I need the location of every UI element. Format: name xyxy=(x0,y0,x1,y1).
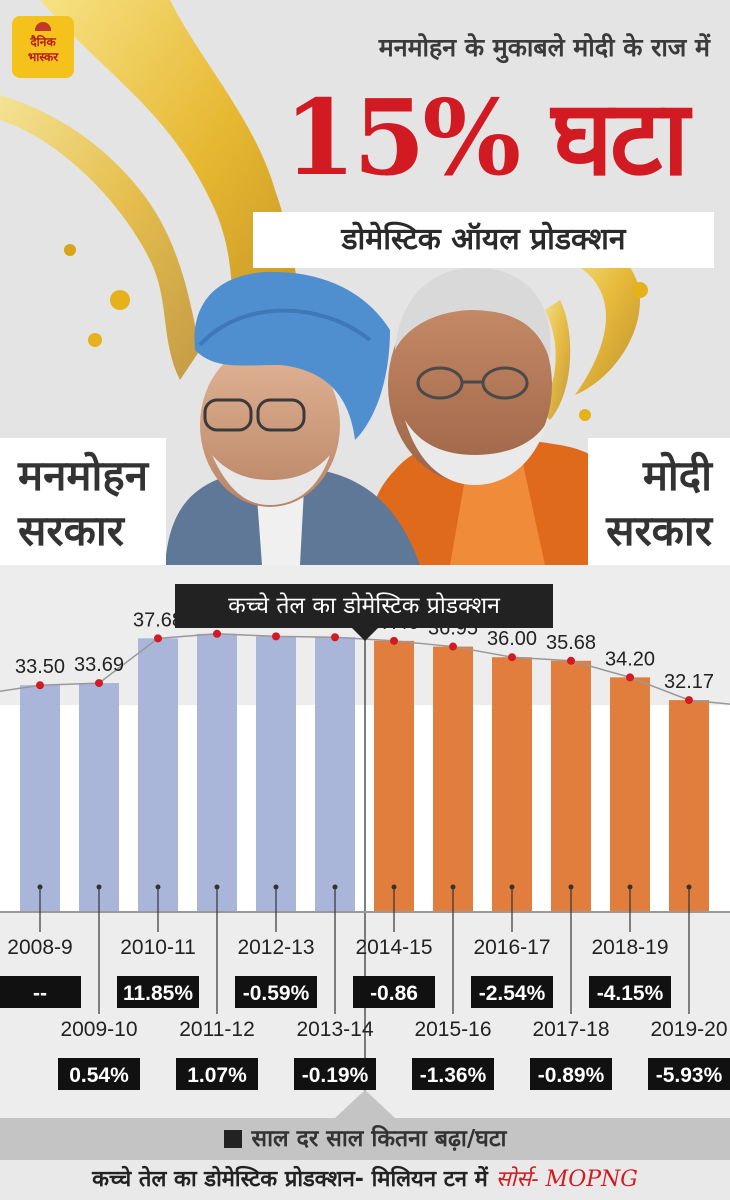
value-label-2008-9: 33.50 xyxy=(15,656,65,678)
data-point-2008-9 xyxy=(36,681,44,690)
change-box-2011-12 xyxy=(176,1058,258,1090)
change-box-2009-10 xyxy=(58,1058,140,1090)
bar-2008-9 xyxy=(20,685,60,912)
data-point-2014-15 xyxy=(390,636,398,645)
value-label-2009-10: 33.69 xyxy=(74,654,124,676)
legend-swatch-icon xyxy=(223,1130,242,1148)
change-box-2008-9 xyxy=(0,976,81,1008)
oil-splash-art xyxy=(0,0,650,565)
change-label-2019-20: -5.93% xyxy=(656,1064,723,1087)
change-box-2018-19 xyxy=(589,976,671,1008)
data-point-2013-14 xyxy=(331,633,339,642)
change-label-2016-17: -2.54% xyxy=(479,982,546,1005)
logo-text-line2: भास्कर xyxy=(27,50,59,64)
bar-2011-12 xyxy=(197,633,237,912)
legend: साल दर साल कितना बढ़ा/घटा xyxy=(0,1118,730,1160)
bar-2018-19 xyxy=(610,677,650,912)
data-point-2016-17 xyxy=(508,653,516,662)
change-label-2010-11: 11.85% xyxy=(123,982,193,1005)
modi-govt-label-line2: सरकार xyxy=(606,506,712,555)
data-point-2015-16 xyxy=(449,642,457,651)
change-label-2014-15: -0.86 xyxy=(370,982,418,1005)
value-label-2016-17: 36.00 xyxy=(487,628,537,650)
value-label-2019-20: 32.17 xyxy=(664,671,714,693)
chart-title: कच्चे तेल का डोमेस्टिक प्रोडक्शन xyxy=(175,584,553,628)
bar-2016-17 xyxy=(492,657,532,912)
legend-pointer xyxy=(335,1090,395,1118)
year-label-2014-15: 2014-15 xyxy=(355,936,432,959)
change-label-2015-16: -1.36% xyxy=(420,1064,487,1087)
dainik-bhaskar-logo[interactable]: दैनिक भास्कर xyxy=(12,16,74,78)
change-box-2013-14 xyxy=(294,1058,376,1090)
value-label-2017-18: 35.68 xyxy=(546,632,596,654)
legend-text: साल दर साल कितना बढ़ा/घटा xyxy=(251,1126,507,1152)
year-label-2008-9: 2008-9 xyxy=(7,936,72,959)
year-label-2015-16: 2015-16 xyxy=(414,1018,491,1041)
source-credit: सोर्स- MOPNG xyxy=(495,1167,638,1192)
change-box-2017-18 xyxy=(530,1058,612,1090)
year-label-2011-12: 2011-12 xyxy=(179,1018,255,1041)
modi-govt-label: मोदी सरकार xyxy=(588,438,730,565)
bar-2009-10 xyxy=(79,683,119,912)
bar-2015-16 xyxy=(433,646,473,912)
year-label-2019-20: 2019-20 xyxy=(650,1018,727,1041)
change-box-2015-16 xyxy=(412,1058,494,1090)
bar-2013-14 xyxy=(315,637,355,912)
headline: 15% घटा xyxy=(283,76,690,199)
manmohan-govt-label-line2: सरकार xyxy=(18,506,124,555)
change-box-2014-15 xyxy=(353,976,435,1008)
change-label-2012-13: -0.59% xyxy=(243,982,310,1005)
year-label-2017-18: 2017-18 xyxy=(532,1018,609,1041)
data-point-2012-13 xyxy=(272,632,280,641)
bar-2012-13 xyxy=(256,636,296,912)
topic-label: डोमेस्टिक ऑयल प्रोडक्शन xyxy=(253,212,714,268)
change-label-2008-9: -- xyxy=(33,982,47,1005)
modi-govt-label-line1: मोदी xyxy=(642,451,712,500)
manmohan-govt-label: मनमोहन सरकार xyxy=(0,438,167,565)
change-label-2018-19: -4.15% xyxy=(597,982,664,1005)
change-label-2011-12: 1.07% xyxy=(187,1064,247,1087)
caption: कच्चे तेल का डोमेस्टिक प्रोडक्शन- मिलियन… xyxy=(0,1160,730,1200)
bar-2010-11 xyxy=(138,638,178,912)
change-box-2016-17 xyxy=(471,976,553,1008)
value-label-2010-11: 37.68 xyxy=(133,609,183,631)
year-label-2016-17: 2016-17 xyxy=(473,936,550,959)
year-label-2012-13: 2012-13 xyxy=(237,936,314,959)
data-point-2009-10 xyxy=(95,679,103,688)
year-label-2010-11: 2010-11 xyxy=(120,936,196,959)
change-box-2012-13 xyxy=(235,976,317,1008)
change-box-2010-11 xyxy=(117,976,199,1008)
logo-text-line1: दैनिक xyxy=(30,35,56,49)
logo-sun-icon xyxy=(35,22,51,31)
change-label-2009-10: 0.54% xyxy=(69,1064,129,1087)
unit-caption: कच्चे तेल का डोमेस्टिक प्रोडक्शन- मिलियन… xyxy=(92,1167,488,1192)
header-banner: दैनिक भास्कर मनमोहन के मुकाबले मोदी के र… xyxy=(0,0,730,565)
year-label-2018-19: 2018-19 xyxy=(591,936,668,959)
change-label-2013-14: -0.19% xyxy=(302,1064,369,1087)
year-label-2013-14: 2013-14 xyxy=(296,1018,373,1041)
year-label-2009-10: 2009-10 xyxy=(60,1018,137,1041)
change-label-2017-18: -0.89% xyxy=(538,1064,605,1087)
header-subtitle: मनमोहन के मुकाबले मोदी के राज में xyxy=(378,33,710,62)
data-point-2018-19 xyxy=(626,673,634,682)
data-point-2011-12 xyxy=(213,629,221,638)
bar-2019-20 xyxy=(669,700,709,912)
manmohan-govt-label-line1: मनमोहन xyxy=(18,451,149,500)
title-pointer xyxy=(351,627,379,641)
value-label-2018-19: 34.20 xyxy=(605,648,655,670)
data-point-2010-11 xyxy=(154,634,162,643)
data-point-2017-18 xyxy=(567,656,575,665)
production-bar-chart: 33.50 2008-9 -- 33.69 2009-10 0.54% 37.68 2010-… xyxy=(0,565,730,1118)
bar-2017-18 xyxy=(551,660,591,912)
change-box-2019-20 xyxy=(648,1058,730,1090)
data-point-2019-20 xyxy=(685,696,693,705)
bar-2014-15 xyxy=(374,640,414,912)
